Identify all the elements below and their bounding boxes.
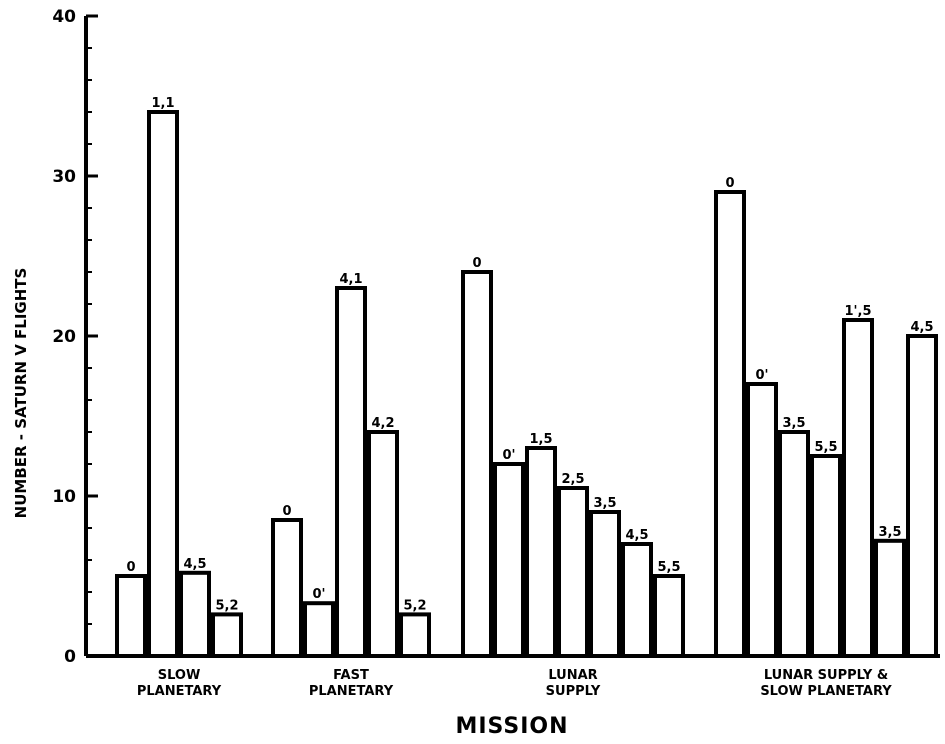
y-tick-label: 0: [64, 647, 76, 667]
bar: [335, 286, 367, 658]
bar: [367, 430, 399, 658]
bar: [557, 486, 589, 658]
bar-data-label: 0': [502, 448, 515, 463]
bar: [147, 110, 179, 658]
group-labels: SLOWPLANETARYFASTPLANETARYLUNARSUPPLYLUN…: [137, 668, 892, 699]
x-axis-title: MISSION: [455, 714, 568, 739]
bar-data-label: 0: [725, 176, 734, 191]
bar-data-label: 2,5: [561, 472, 584, 487]
bar-data-label: 4,1: [339, 272, 362, 287]
bar-data-label: 4,5: [183, 557, 206, 572]
group-label-line: LUNAR: [548, 668, 597, 683]
bar-data-label: 0: [126, 560, 135, 575]
bar: [211, 612, 243, 659]
bar-data-label: 4,2: [371, 416, 394, 431]
bar-data-label: 5,5: [814, 440, 837, 455]
bar-data-label: 1,1: [151, 96, 174, 111]
bar: [399, 612, 431, 659]
bar-labels: 0 1,1 4,5 5,2 0 0' 4,1 4,2 5,2 0 0' 1,5 2,5 3,5 4,5 5,5…: [126, 96, 933, 613]
y-axis: 0 10 20 30 40: [52, 7, 98, 667]
bar-data-label: 0: [282, 504, 291, 519]
bar: [746, 382, 778, 658]
y-tick-label: 20: [52, 327, 76, 347]
y-tick-label: 30: [52, 167, 76, 187]
y-tick-label: 10: [52, 487, 76, 507]
bar-data-label: 4,5: [910, 320, 933, 335]
bar: [589, 510, 621, 658]
bar: [810, 454, 842, 658]
bar: [115, 574, 147, 658]
bar-data-label: 4,5: [625, 528, 648, 543]
bar: [906, 334, 938, 658]
bar: [874, 538, 906, 658]
group-label-line: FAST: [333, 668, 369, 683]
group-label-line: SUPPLY: [546, 684, 601, 699]
bar: [621, 542, 653, 658]
bar: [271, 518, 303, 658]
bar: [842, 318, 874, 658]
bar-data-label: 0: [472, 256, 481, 271]
bar-data-label: 5,5: [657, 560, 680, 575]
bar-data-label: 3,5: [782, 416, 805, 431]
group-label-line: LUNAR SUPPLY &: [764, 668, 888, 683]
bar-data-label: 0': [312, 587, 325, 602]
bar-data-label: 1,5: [529, 432, 552, 447]
bar: [461, 270, 493, 658]
group-label-line: SLOW PLANETARY: [760, 684, 892, 699]
bar: [493, 462, 525, 658]
bar: [714, 190, 746, 658]
group-label-line: SLOW: [158, 668, 201, 683]
bar-data-label: 3,5: [593, 496, 616, 511]
group-label-line: PLANETARY: [137, 684, 222, 699]
bar-data-label: 0': [755, 368, 768, 383]
y-tick-label: 40: [52, 7, 76, 27]
bar-data-label: 5,2: [403, 598, 426, 613]
bar: [778, 430, 810, 658]
bar-data-label: 3,5: [878, 525, 901, 540]
y-axis-title: NUMBER - SATURN V FLIGHTS: [12, 268, 30, 519]
group-label-line: PLANETARY: [309, 684, 394, 699]
bar: [653, 574, 685, 658]
bar: [525, 446, 557, 658]
bar-data-label: 1',5: [844, 304, 871, 319]
bar: [179, 570, 211, 658]
bars: [115, 110, 938, 659]
bar-data-label: 5,2: [215, 598, 238, 613]
bar: [303, 601, 335, 659]
